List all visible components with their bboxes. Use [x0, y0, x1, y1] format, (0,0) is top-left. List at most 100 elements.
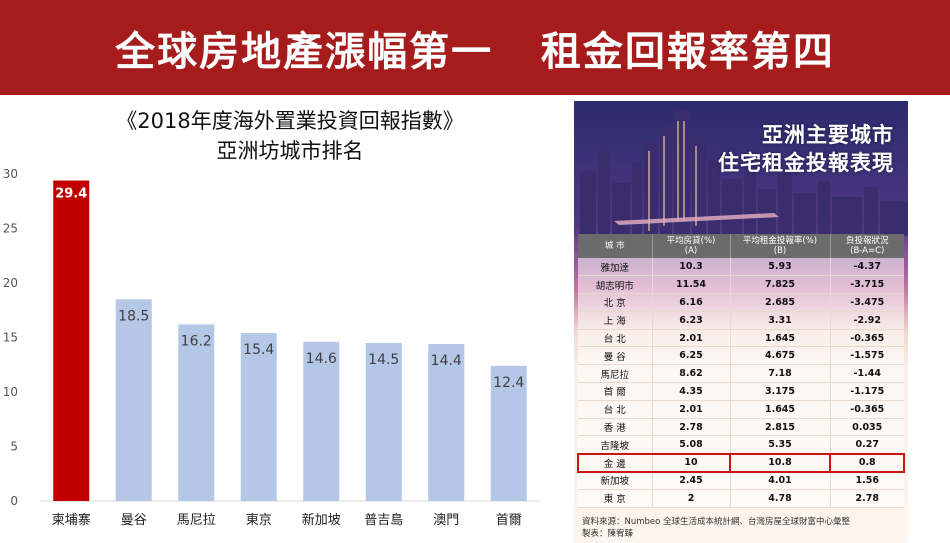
mortgage-rate-cell: 5.08 — [652, 435, 731, 455]
header-negative-return: 負投報狀況 (B-A=C) — [830, 234, 904, 258]
bar — [490, 365, 527, 501]
mortgage-rate-cell: 4.35 — [652, 382, 731, 401]
x-category-label: 柬埔寨 — [52, 512, 91, 528]
x-category-label: 澳門 — [433, 512, 459, 528]
x-category-label: 首爾 — [496, 513, 522, 528]
bar-value-label: 14.5 — [368, 352, 399, 368]
header-return-sub: (B-A=C) — [850, 246, 885, 256]
table-row: 首 爾 4.35 3.175 -1.175 — [578, 382, 904, 401]
rent-yield-cell: 3.175 — [730, 382, 831, 401]
bar-value-label: 15.4 — [243, 342, 274, 358]
highlight-box-return — [829, 452, 905, 473]
city-cell: 馬尼拉 — [578, 364, 653, 384]
header-mortgage-label: 平均房貸(%) — [666, 236, 716, 246]
y-tick-label: 0 — [10, 494, 18, 508]
header-yield-sub: (B) — [773, 246, 787, 256]
city-cell: 新加坡 — [578, 471, 653, 490]
rent-panel-title-line1: 亞洲主要城市 — [762, 123, 894, 147]
rent-yield-cell: 7.18 — [730, 364, 831, 384]
bar-value-label: 16.2 — [181, 333, 212, 349]
source-line: 資料來源：Numbeo 全球生活成本統計網、台灣房屋全球財富中心彙整 — [582, 517, 851, 527]
header-return-label: 負投報狀況 — [845, 236, 889, 246]
header-city-label: 城 市 — [604, 241, 625, 251]
city-skyline-image — [574, 101, 908, 236]
rent-yield-cell: 1.645 — [730, 400, 831, 419]
negative-return-cell: -0.365 — [830, 400, 904, 419]
city-cell: 香 港 — [578, 418, 653, 437]
bar — [115, 299, 152, 501]
y-tick-label: 30 — [3, 167, 18, 181]
y-tick-label: 25 — [3, 222, 18, 236]
y-tick-label: 20 — [3, 276, 18, 290]
bar — [53, 180, 90, 501]
negative-return-cell: -1.175 — [830, 382, 904, 401]
negative-return-cell: 2.78 — [830, 489, 904, 508]
header-mortgage-rate: 平均房貸(%) (A) — [652, 234, 731, 258]
city-cell: 台 北 — [578, 400, 653, 419]
table-row: 吉隆坡 5.08 5.35 0.27 — [578, 435, 904, 455]
negative-return-cell: 1.56 — [830, 471, 904, 490]
x-category-label: 曼谷 — [121, 513, 147, 528]
bar-chart-panel: 0 5 10 15 20 25 30 29.4 柬埔寨 18.5 曼谷 16.2 馬尼拉 15.4 東京 14… — [0, 95, 566, 543]
mortgage-rate-cell: 6.16 — [652, 293, 731, 312]
mortgage-rate-cell: 8.62 — [652, 364, 731, 384]
bar — [240, 333, 277, 501]
rent-yield-cell: 3.31 — [730, 311, 831, 330]
header-yield-label: 平均租金投報率(%) — [742, 236, 818, 246]
rent-yield-cell: 2.815 — [730, 418, 831, 437]
source-note: 資料來源：Numbeo 全球生活成本統計網、台灣房屋全球財富中心彙整 製表：陳宥… — [582, 516, 904, 540]
table-row: 台 北 2.01 1.645 -0.365 — [578, 400, 904, 419]
table-header-row: 城 市 平均房貸(%) (A) 平均租金投報率(%) (B) 負投報狀況 (B-A=C… — [578, 234, 904, 258]
negative-return-cell: -1.44 — [830, 364, 904, 384]
city-cell: 曼 谷 — [578, 346, 653, 366]
negative-return-cell: 0.035 — [830, 418, 904, 437]
table-row: 東 京 2 4.78 2.78 — [578, 489, 904, 508]
bar — [365, 342, 402, 501]
bar-value-label: 18.5 — [118, 308, 149, 324]
x-category-label: 東京 — [246, 512, 272, 528]
banner-title: 全球房地產漲幅第一 租金回報率第四 — [115, 28, 835, 75]
header-mortgage-sub: (A) — [684, 246, 698, 256]
rent-yield-cell: 1.645 — [730, 329, 831, 348]
rent-yield-cell: 4.78 — [730, 489, 831, 508]
highlight-box-phnom-penh — [577, 452, 731, 473]
negative-return-cell: -3.475 — [830, 293, 904, 312]
table-row: 北 京 6.16 2.685 -3.475 — [578, 293, 904, 312]
city-cell: 吉隆坡 — [578, 435, 653, 455]
city-cell: 金 邊 — [578, 453, 653, 473]
y-tick-label: 10 — [3, 385, 18, 399]
chart-title-line2: 亞洲坊城市排名 — [216, 139, 364, 163]
y-tick-label: 15 — [3, 331, 18, 345]
x-category-label: 新加坡 — [302, 512, 341, 528]
rent-yield-cell: 7.825 — [730, 275, 831, 295]
bar — [178, 324, 215, 501]
negative-return-cell: 0.27 — [830, 435, 904, 455]
y-tick-label: 5 — [10, 440, 18, 454]
negative-return-cell: 0.8 — [830, 453, 904, 473]
rent-yield-panel: 亞洲主要城市 住宅租金投報表現 城 市 平均房貸(%) (A) 平均租金投報率(%… — [574, 101, 908, 543]
header-rent-yield: 平均租金投報率(%) (B) — [730, 234, 831, 258]
bar — [428, 344, 465, 501]
mortgage-rate-cell: 10.3 — [652, 258, 731, 277]
mortgage-rate-cell: 2.01 — [652, 400, 731, 419]
bar-value-label: 14.6 — [306, 351, 337, 367]
rent-yield-cell: 5.93 — [730, 258, 831, 277]
mortgage-rate-cell: 11.54 — [652, 275, 731, 295]
table-row: 香 港 2.78 2.815 0.035 — [578, 418, 904, 437]
x-category-label: 馬尼拉 — [177, 513, 216, 528]
rent-yield-cell: 2.685 — [730, 293, 831, 312]
x-category-label: 普吉島 — [364, 513, 403, 528]
bar-value-label: 12.4 — [493, 375, 524, 391]
table-row: 金 邊 10 10.8 0.8 — [578, 453, 904, 473]
bar — [303, 341, 340, 501]
bar-chart: 0 5 10 15 20 25 30 29.4 柬埔寨 18.5 曼谷 16.2 馬尼拉 15.4 東京 14… — [3, 167, 540, 528]
rent-yield-table: 城 市 平均房貸(%) (A) 平均租金投報率(%) (B) 負投報狀況 (B-A=C… — [578, 234, 904, 508]
city-cell: 台 北 — [578, 329, 653, 348]
city-cell: 東 京 — [578, 489, 653, 508]
rent-yield-cell: 10.8 — [730, 453, 831, 473]
negative-return-cell: -3.715 — [830, 275, 904, 295]
author-line: 製表：陳宥臻 — [582, 529, 634, 539]
table-row: 胡志明市 11.54 7.825 -3.715 — [578, 275, 904, 295]
table-row: 台 北 2.01 1.645 -0.365 — [578, 329, 904, 348]
